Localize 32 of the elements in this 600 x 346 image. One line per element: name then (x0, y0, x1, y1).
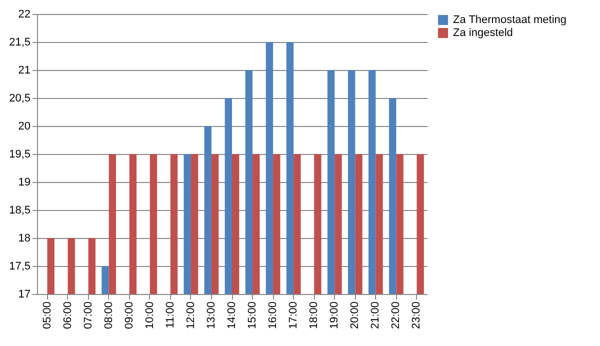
legend-label: Za Thermostaat meting (453, 14, 567, 26)
x-tick-label: 06:00 (62, 302, 74, 330)
x-tick-label: 08:00 (102, 302, 115, 330)
y-tick-label: 20,5 (9, 92, 30, 104)
x-tick-label: 19:00 (328, 302, 341, 330)
y-tick-label: 19,5 (9, 148, 30, 160)
y-tick-label: 18 (18, 232, 30, 244)
x-tick-label: 05:00 (41, 302, 54, 330)
x-tick-label: 11:00 (164, 302, 176, 328)
y-tick-label: 17,5 (9, 260, 30, 272)
y-tick-label: 18,5 (9, 204, 30, 216)
x-tick-label: 21:00 (370, 302, 382, 330)
x-tick-label: 07:00 (82, 302, 94, 330)
x-tick-label: 17:00 (288, 302, 300, 330)
x-tick-label: 18:00 (308, 302, 320, 330)
y-tick-label: 20 (18, 120, 30, 132)
y-tick-label: 19 (18, 176, 30, 188)
y-tick-label: 21 (18, 64, 30, 76)
x-tick-label: 20:00 (349, 302, 362, 330)
x-tick-label: 15:00 (246, 302, 259, 330)
legend-label: Za ingesteld (453, 27, 513, 39)
x-tick-label: 23:00 (410, 302, 423, 330)
x-tick-label: 14:00 (226, 302, 238, 330)
y-tick-label: 17 (18, 288, 30, 300)
y-tick-label: 21,5 (9, 36, 30, 48)
x-tick-label: 13:00 (205, 302, 218, 330)
x-tick-label: 09:00 (123, 302, 136, 330)
x-tick-label: 10:00 (144, 302, 156, 330)
x-tick-label: 16:00 (267, 302, 280, 330)
y-tick-label: 22 (18, 8, 30, 20)
x-tick-label: 22:00 (390, 302, 402, 330)
x-tick-label: 12:00 (184, 302, 197, 330)
